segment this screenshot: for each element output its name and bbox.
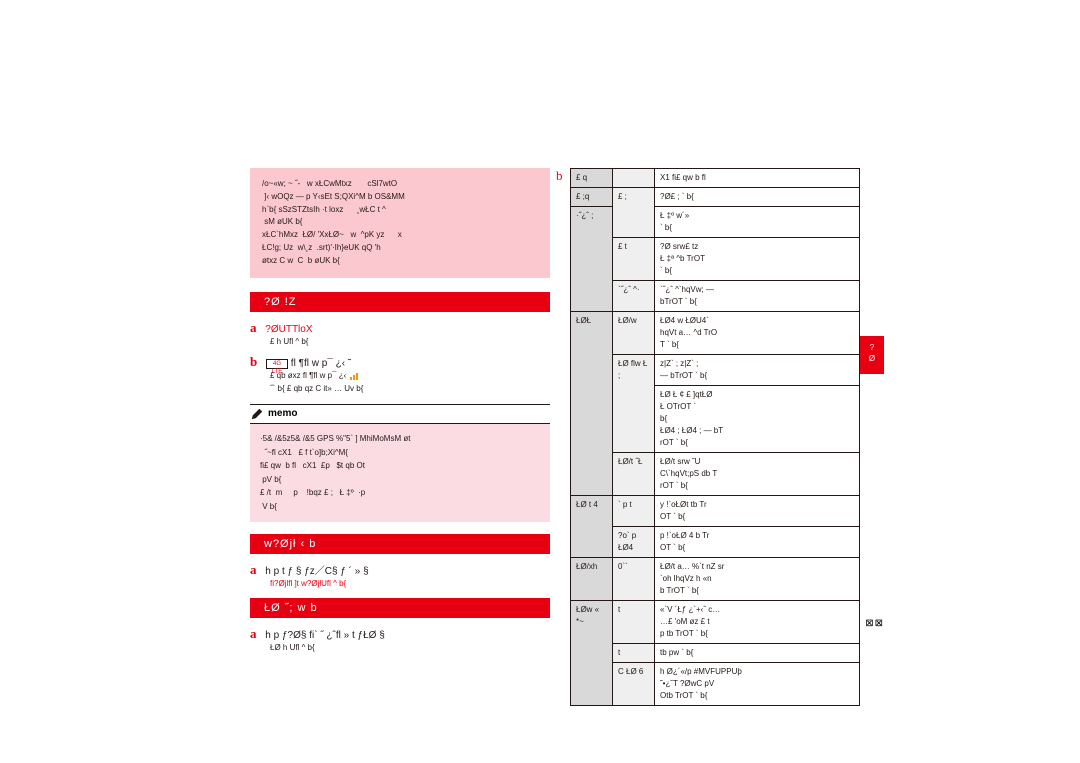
table-cell-c1: ŁØw « *~	[571, 601, 613, 706]
table-cell-c2: ŁØ/t ˝Ł	[613, 453, 655, 496]
table-cell-c3: p !`oŁØ 4 b Tr OT ` b{	[655, 527, 860, 558]
sec2-a-sub: fi?Øjlfl ]t w?ØjłUfl ^ b{	[270, 578, 550, 591]
right-lead-b: b	[556, 168, 563, 184]
pinkbox-line: ŁC!g; Uz w\¸z .srt)'·Ih}eUK qQ 'h	[262, 242, 538, 255]
table-cell-c3: ?Ø£ ; ` b{	[655, 188, 860, 207]
table-cell-c3: ŁØ/t a… %`t nZ sr `oh lhqVz h «n b TrOT …	[655, 558, 860, 601]
intro-pink-box: /o~«w; ~ ˝- w xŁCwMtxz cSl7wtO ]‹ wOQz —…	[250, 168, 550, 278]
memo-header: memo	[250, 407, 550, 424]
table-cell-c2: £ t	[613, 238, 655, 281]
memo-line: pV b{	[260, 473, 540, 487]
table-cell-c3: tb pw ` b{	[655, 644, 860, 663]
table-row: ?o` p ŁØ4p !`oŁØ 4 b Tr OT ` b{	[571, 527, 860, 558]
table-row: £ t?Ø srw£ tz Ł ‡ª ^b TrOT ` b{	[571, 238, 860, 281]
table-cell-c2: t	[613, 644, 655, 663]
table-cell-c3: h Ø¿´«/p #MVFUPPUþ ˜•¿˘T ?ØwC pV Otb TrO…	[655, 663, 860, 706]
table-cell-c2: ŁØ flw Ł ;	[613, 355, 655, 453]
pinkbox-line: xŁC`hMxz ŁØ/ 'XxŁØ~ w ^pK yz x	[262, 229, 538, 242]
pinkbox-line: /o~«w; ~ ˝- w xŁCwMtxz cSl7wtO	[262, 178, 538, 191]
table-cell-c2: ŁØ/w	[613, 312, 655, 355]
signal-icon	[349, 371, 359, 381]
table-cell-c2: £ ;	[613, 188, 655, 238]
pinkbox-line: øtxz C w C b øUK b{	[262, 255, 538, 268]
table-cell-c1: £ ;q	[571, 188, 613, 207]
table-cell-c3: X1 fi£ qw b fl	[655, 169, 860, 188]
pencil-icon	[250, 407, 264, 421]
table-row: £ q X1 fi£ qw b fl	[571, 169, 860, 188]
table-row: ŁØ t 4` p ty !`oŁØt tb Tr OT ` b{	[571, 496, 860, 527]
table-cell-c1: ŁØŁ	[571, 312, 613, 496]
memo-line: fi£ qw b fl cX1 £p $t qb Ot	[260, 459, 540, 473]
memo-label-text: memo	[268, 408, 297, 419]
table-row: `˝¿ˆ ^·`˝¿ˆ ^`hqVw; — bTrOT ` b{	[571, 281, 860, 312]
sec3-a-sub: ŁØ h Ufl ^ b{	[270, 642, 550, 655]
table-cell-c3: `˝¿ˆ ^`hqVw; — bTrOT ` b{	[655, 281, 860, 312]
table-cell-c3: y !`oŁØt tb Tr OT ` b{	[655, 496, 860, 527]
table-cell-c1: ·˝¿ˆ ;	[571, 207, 613, 312]
memo-line: ·5& /&5z5& /&5 GPS %"5` ] MhiMoMsM øt	[260, 432, 540, 446]
table-cell-c1: £ q	[571, 169, 613, 188]
table-row: £ ;q£ ;?Ø£ ; ` b{	[571, 188, 860, 207]
pinkbox-line: ]‹ wOQz — p Y‹sEt S;QXi^M b OS&MM	[262, 191, 538, 204]
table-cell-c3: «`V ´Łƒ ¿`+‹ˆ c… …£ 'oM øz £ t p tb TrOT…	[655, 601, 860, 644]
section1-step-b: b 4G LTE fl ¶fl w p¯ ¿‹ ˜ £ qb øxz fl ¶f…	[250, 354, 550, 396]
memo-line: V b{	[260, 500, 540, 514]
side-thumb-tab: ? Ø	[860, 336, 884, 374]
table-cell-c2: ?o` p ŁØ4	[613, 527, 655, 558]
right-column: £ qX1 fi£ qw b fl£ ;q£ ;?Ø£ ; ` b{·˝¿ˆ ;…	[570, 168, 870, 706]
memo-body: ·5& /&5z5& /&5 GPS %"5` ] MhiMoMsM øt ˝~…	[250, 424, 550, 522]
table-cell-c2	[613, 169, 655, 188]
step-a-main: ?ØUTTloX	[265, 324, 312, 335]
table-cell-c3: ŁØ Ł ¢ £ ]qtŁØ Ł OTrOT ` b{ ŁØ4 ; ŁØ4 ; …	[655, 386, 860, 453]
section3-step-a: a h p ƒ?Ø§ fi` ˝ ¿ˆfl » t ƒŁØ § ŁØ h Ufl…	[250, 626, 550, 655]
table-cell-c3: Ł ‡º w´» ` b{	[655, 207, 860, 238]
table-cell-c2: 0``	[613, 558, 655, 601]
4g-lte-icon: 4G LTE	[266, 359, 288, 369]
step-b-sub1: £ qb øxz fl ¶fl w p¯ ¿‹	[270, 370, 550, 383]
sec3-a-main: h p ƒ?Ø§ fi` ˝ ¿ˆfl » t ƒŁØ §	[265, 630, 385, 641]
table-row: ŁØŁŁØ/wŁØ4 w ŁØU4` hqVt a… ^d TrO T ` b{	[571, 312, 860, 355]
table-cell-c3: ?Ø srw£ tz Ł ‡ª ^b TrOT ` b{	[655, 238, 860, 281]
section2-step-a: a h p t ƒ § ƒz／C§ ƒ ´ » § fi?Øjlfl ]t w?…	[250, 562, 550, 591]
table-cell-c2: t	[613, 601, 655, 644]
memo-line: ˝~fl cX1 £ f t`o]b;Xi^M{	[260, 446, 540, 460]
table-cell-c3: ŁØ4 w ŁØU4` hqVt a… ^d TrO T ` b{	[655, 312, 860, 355]
memo-line: £ /t m p !bqz £ ; Ł ‡º ·p	[260, 486, 540, 500]
step-letter-a: a	[250, 320, 257, 335]
table-row: t tb pw ` b{	[571, 644, 860, 663]
table-cell-c3: ŁØ/t srw ˜U C\`hqVt;pS db T rOT ` b{	[655, 453, 860, 496]
table-row: ŁØ/t ˝ŁŁØ/t srw ˜U C\`hqVt;pS db T rOT `…	[571, 453, 860, 496]
step-letter-a2: a	[250, 562, 257, 577]
section1-title-bar: ?Ø !Z	[250, 292, 550, 312]
table-cell-c2: ` p t	[613, 496, 655, 527]
step-b-sub2: ˝` b{ £ qb qz C it» … Uv b{	[270, 383, 550, 396]
step-letter-b: b	[250, 354, 257, 369]
table-cell-c1: ŁØ/xh	[571, 558, 613, 601]
section1-step-a: a ?ØUTTloX £ h Ufl ^ b{	[250, 320, 550, 349]
table-row: ŁØ flw Ł ;z|Z` ; z|Z` ; — bTrOT ` b{	[571, 355, 860, 386]
step-letter-a3: a	[250, 626, 257, 641]
table-row: ŁØw « *~t «`V ´Łƒ ¿`+‹ˆ c… …£ 'oM øz £ t…	[571, 601, 860, 644]
left-column: /o~«w; ~ ˝- w xŁCwMtxz cSl7wtO ]‹ wOQz —…	[250, 168, 550, 657]
section3-title-bar: ŁØ ˝; w b	[250, 598, 550, 618]
step-a-sub: £ h Ufl ^ b{	[270, 336, 550, 349]
page-number: ⊠⊠	[865, 618, 884, 629]
memo-block: memo ·5& /&5z5& /&5 GPS %"5` ] MhiMoMsM …	[250, 404, 550, 522]
table-cell-c2: `˝¿ˆ ^·	[613, 281, 655, 312]
table-cell-c1: ŁØ t 4	[571, 496, 613, 558]
pinkbox-line: h`b{ sSzSTZtsIh ·t loxz ¸wŁC t ^	[262, 204, 538, 217]
pinkbox-line: sM øUK b{	[262, 216, 538, 229]
table-row: ŁØ/xh0``ŁØ/t a… %`t nZ sr `oh lhqVz h «n…	[571, 558, 860, 601]
table-row: C ŁØ 6h Ø¿´«/p #MVFUPPUþ ˜•¿˘T ?ØwC pV O…	[571, 663, 860, 706]
step-b-main: fl ¶fl w p¯ ¿‹ ˜	[291, 358, 351, 369]
table-cell-c2: C ŁØ 6	[613, 663, 655, 706]
settings-table: £ qX1 fi£ qw b fl£ ;q£ ;?Ø£ ; ` b{·˝¿ˆ ;…	[570, 168, 860, 706]
sec2-a-main: h p t ƒ § ƒz／C§ ƒ ´ » §	[265, 566, 368, 577]
table-cell-c3: z|Z` ; z|Z` ; — bTrOT ` b{	[655, 355, 860, 386]
section2-title-bar: w?Øjł ‹ b	[250, 534, 550, 554]
